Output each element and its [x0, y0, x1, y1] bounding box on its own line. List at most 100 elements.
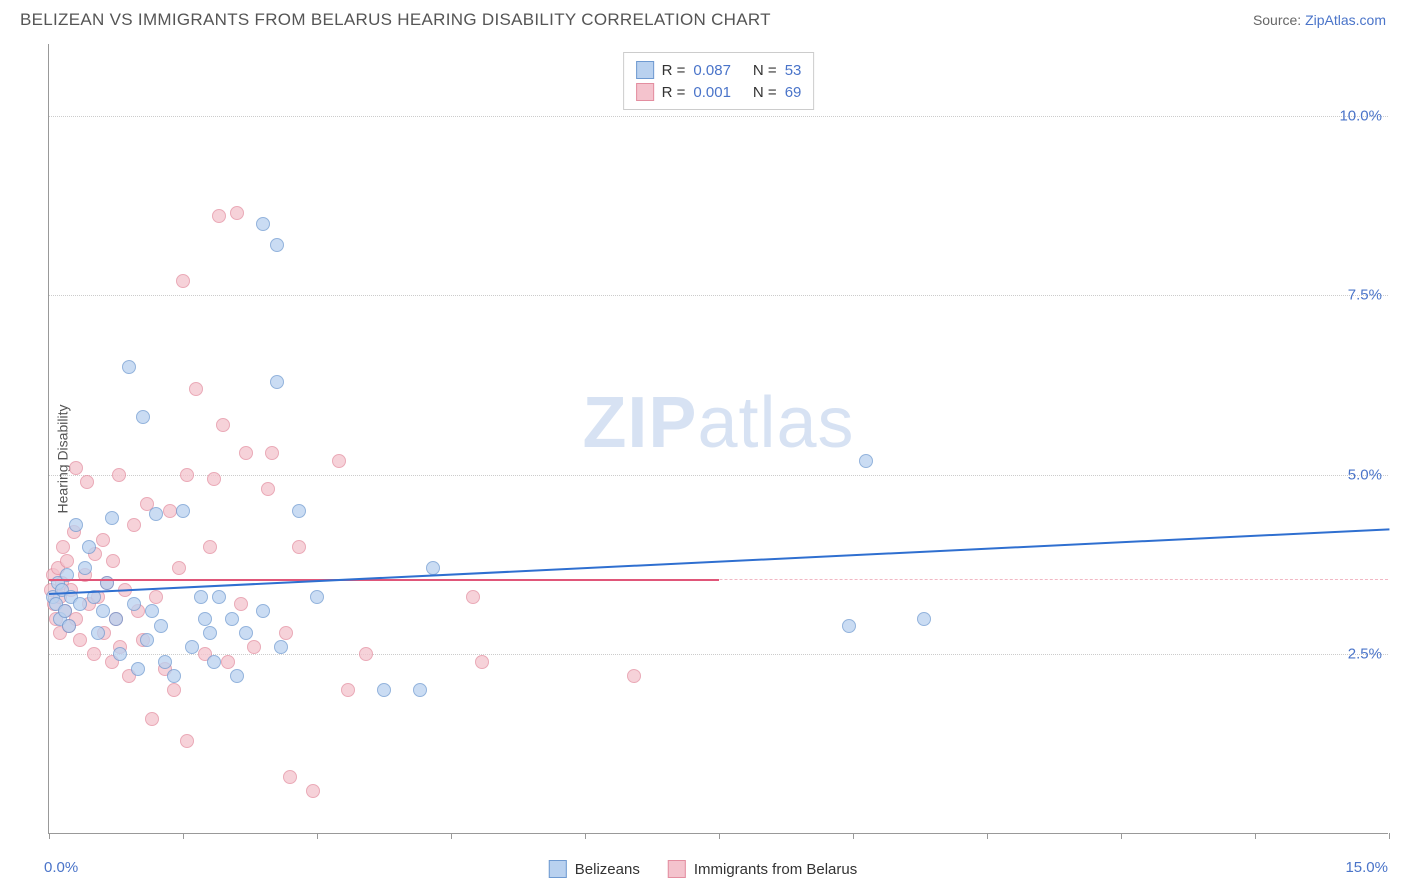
- source-label: Source:: [1253, 12, 1305, 28]
- point-series-b: [69, 461, 83, 475]
- point-series-b: [207, 472, 221, 486]
- point-series-b: [306, 784, 320, 798]
- point-series-a: [274, 640, 288, 654]
- point-series-a: [62, 619, 76, 633]
- chart-title: BELIZEAN VS IMMIGRANTS FROM BELARUS HEAR…: [20, 10, 771, 30]
- y-tick-label: 2.5%: [1348, 646, 1382, 663]
- legend-n-value: 69: [785, 84, 802, 101]
- point-series-a: [270, 238, 284, 252]
- point-series-b: [73, 633, 87, 647]
- legend-top-row: R = 0.001 N = 69: [636, 81, 802, 103]
- point-series-b: [180, 734, 194, 748]
- legend-r-label: R =: [662, 84, 686, 101]
- gridline: [49, 295, 1388, 296]
- point-series-a: [225, 612, 239, 626]
- point-series-a: [109, 612, 123, 626]
- point-series-a: [105, 511, 119, 525]
- chart-container: Hearing Disability ZIPatlas R =0.087N =5…: [0, 36, 1406, 882]
- point-series-b: [96, 533, 110, 547]
- point-series-a: [96, 604, 110, 618]
- y-tick-label: 5.0%: [1348, 466, 1382, 483]
- point-series-b: [212, 209, 226, 223]
- point-series-a: [230, 669, 244, 683]
- point-series-a: [212, 590, 226, 604]
- point-series-a: [413, 683, 427, 697]
- x-tick: [1389, 833, 1390, 839]
- y-tick-label: 7.5%: [1348, 287, 1382, 304]
- legend-bottom: Belizeans Immigrants from Belarus: [549, 860, 857, 878]
- point-series-b: [172, 561, 186, 575]
- point-series-a: [136, 410, 150, 424]
- point-series-a: [91, 626, 105, 640]
- legend-swatch: [636, 83, 654, 101]
- legend-bottom-item: Immigrants from Belarus: [668, 860, 857, 878]
- point-series-a: [842, 619, 856, 633]
- point-series-a: [100, 576, 114, 590]
- point-series-a: [203, 626, 217, 640]
- trendline-series-b: [49, 579, 719, 581]
- point-series-b: [189, 382, 203, 396]
- watermark-atlas: atlas: [697, 383, 854, 463]
- point-series-b: [176, 274, 190, 288]
- point-series-b: [283, 770, 297, 784]
- source: Source: ZipAtlas.com: [1253, 12, 1386, 28]
- source-link[interactable]: ZipAtlas.com: [1305, 12, 1386, 28]
- point-series-b: [475, 655, 489, 669]
- point-series-b: [359, 647, 373, 661]
- x-tick: [49, 833, 50, 839]
- legend-r-value: 0.001: [693, 84, 731, 101]
- point-series-a: [73, 597, 87, 611]
- x-tick: [451, 833, 452, 839]
- point-series-a: [82, 540, 96, 554]
- gridline: [49, 654, 1388, 655]
- legend-swatch: [668, 860, 686, 878]
- point-series-b: [247, 640, 261, 654]
- plot-area: ZIPatlas R =0.087N =53R =0.001N =69 2.5%…: [48, 44, 1388, 834]
- point-series-a: [58, 604, 72, 618]
- point-series-a: [140, 633, 154, 647]
- point-series-a: [69, 518, 83, 532]
- point-series-a: [122, 360, 136, 374]
- point-series-b: [167, 683, 181, 697]
- x-tick: [1121, 833, 1122, 839]
- x-tick: [317, 833, 318, 839]
- point-series-a: [127, 597, 141, 611]
- legend-r-label: R =: [662, 62, 686, 79]
- point-series-b: [261, 482, 275, 496]
- point-series-b: [56, 540, 70, 554]
- x-ticks: [49, 833, 1388, 839]
- point-series-b: [292, 540, 306, 554]
- x-tick: [719, 833, 720, 839]
- point-series-b: [60, 554, 74, 568]
- point-series-a: [131, 662, 145, 676]
- point-series-a: [310, 590, 324, 604]
- point-series-a: [145, 604, 159, 618]
- point-series-a: [917, 612, 931, 626]
- header: BELIZEAN VS IMMIGRANTS FROM BELARUS HEAR…: [0, 0, 1406, 36]
- legend-bottom-label: Immigrants from Belarus: [694, 861, 857, 878]
- point-series-b: [341, 683, 355, 697]
- point-series-b: [180, 468, 194, 482]
- point-series-b: [145, 712, 159, 726]
- legend-bottom-item: Belizeans: [549, 860, 640, 878]
- x-axis-max-label: 15.0%: [1345, 859, 1388, 876]
- gridline: [49, 116, 1388, 117]
- point-series-a: [256, 604, 270, 618]
- legend-n-label: N =: [753, 84, 777, 101]
- point-series-b: [163, 504, 177, 518]
- legend-swatch: [636, 61, 654, 79]
- point-series-a: [270, 375, 284, 389]
- point-series-a: [426, 561, 440, 575]
- watermark-zip: ZIP: [582, 383, 697, 463]
- y-tick-label: 10.0%: [1339, 107, 1382, 124]
- point-series-a: [239, 626, 253, 640]
- legend-n-value: 53: [785, 62, 802, 79]
- point-series-b: [234, 597, 248, 611]
- x-tick: [1255, 833, 1256, 839]
- point-series-a: [176, 504, 190, 518]
- point-series-b: [239, 446, 253, 460]
- point-series-b: [265, 446, 279, 460]
- point-series-b: [149, 590, 163, 604]
- point-series-a: [859, 454, 873, 468]
- point-series-b: [332, 454, 346, 468]
